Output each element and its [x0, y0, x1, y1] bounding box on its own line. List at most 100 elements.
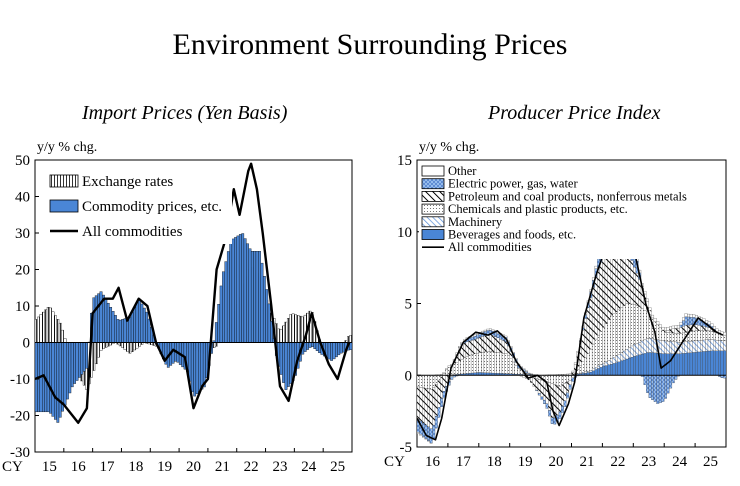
bar-machinery	[638, 342, 642, 355]
bar-other	[679, 322, 683, 326]
bar-machinery	[635, 343, 639, 356]
bar-chemicals-and-plastic-products-etc-	[612, 313, 616, 358]
bar-machinery	[710, 339, 714, 351]
bar-other	[447, 365, 451, 368]
bar-chemicals-and-plastic-products-etc-	[597, 334, 600, 367]
bar-exchange-rates	[291, 313, 295, 343]
bar-chemicals-and-plastic-products-etc-	[692, 330, 696, 342]
bar-machinery	[651, 338, 655, 353]
bar-other	[682, 317, 685, 321]
left-chart-title: Import Prices (Yen Basis)	[82, 102, 288, 124]
bar-commodity-prices-etc-	[279, 342, 283, 375]
bar-machinery	[692, 340, 696, 353]
bar-petroleum-and-coal-products-nonferrous-metals	[594, 277, 598, 340]
bar-exchange-rates	[39, 314, 43, 343]
bar-machinery	[718, 340, 721, 351]
bar-exchange-rates	[94, 342, 98, 365]
y-tick-label: 10	[397, 225, 412, 241]
bar-commodity-prices-etc-	[308, 342, 312, 348]
bar-electric-power-gas-water	[658, 375, 662, 403]
bar-exchange-rates	[282, 325, 285, 343]
bar-electric-power-gas-water	[543, 399, 546, 404]
bar-chemicals-and-plastic-products-etc-	[488, 351, 492, 374]
bar-other	[651, 314, 655, 319]
bar-electric-power-gas-water	[450, 376, 454, 380]
bar-electric-power-gas-water	[558, 411, 562, 419]
bar-beverages-and-foods-etc-	[617, 361, 621, 376]
bar-electric-power-gas-water	[427, 426, 430, 442]
bar-beverages-and-foods-etc-	[669, 353, 673, 376]
bar-petroleum-and-coal-products-nonferrous-metals	[535, 378, 539, 391]
bar-beverages-and-foods-etc-	[643, 353, 647, 376]
bar-electric-power-gas-water	[651, 375, 655, 400]
bar-chemicals-and-plastic-products-etc-	[458, 360, 461, 375]
bar-petroleum-and-coal-products-nonferrous-metals	[424, 388, 428, 426]
y-tick-label: 5	[405, 297, 413, 313]
bar-chemicals-and-plastic-products-etc-	[486, 351, 490, 373]
bar-exchange-rates	[118, 342, 122, 347]
y-axis-label: y/y % chg.	[419, 140, 479, 155]
bar-petroleum-and-coal-products-nonferrous-metals	[470, 340, 474, 355]
bar-electric-power-gas-water	[568, 384, 572, 390]
bar-chemicals-and-plastic-products-etc-	[427, 375, 430, 390]
bar-machinery	[607, 360, 611, 365]
bar-commodity-prices-etc-	[114, 315, 117, 343]
bar-commodity-prices-etc-	[46, 342, 50, 413]
bar-chemicals-and-plastic-products-etc-	[602, 327, 606, 364]
bar-exchange-rates	[130, 342, 134, 352]
bar-other	[648, 307, 652, 311]
bar-commodity-prices-etc-	[267, 303, 271, 343]
bar-machinery	[702, 339, 706, 352]
bar-exchange-rates	[58, 322, 62, 343]
bar-chemicals-and-plastic-products-etc-	[694, 330, 698, 341]
bar-beverages-and-foods-etc-	[612, 363, 616, 376]
bar-chemicals-and-plastic-products-etc-	[610, 315, 613, 359]
bar-commodity-prices-etc-	[49, 342, 52, 414]
bar-chemicals-and-plastic-products-etc-	[625, 303, 629, 350]
bar-machinery	[633, 344, 636, 357]
bar-petroleum-and-coal-products-nonferrous-metals	[437, 380, 441, 408]
bar-other	[723, 332, 726, 336]
bar-machinery	[697, 340, 701, 353]
line-all-commodities	[35, 162, 351, 424]
bar-machinery	[666, 341, 670, 354]
bar-chemicals-and-plastic-products-etc-	[545, 375, 549, 382]
x-axis-prefix: CY	[384, 454, 405, 470]
bar-machinery	[615, 355, 618, 363]
bar-commodity-prices-etc-	[75, 342, 79, 381]
bar-commodity-prices-etc-	[224, 261, 228, 343]
bar-chemicals-and-plastic-products-etc-	[586, 353, 590, 372]
bar-chemicals-and-plastic-products-etc-	[620, 307, 624, 353]
bar-chemicals-and-plastic-products-etc-	[723, 334, 726, 341]
bar-other	[481, 330, 485, 333]
bar-chemicals-and-plastic-products-etc-	[630, 303, 634, 347]
bar-commodity-prices-etc-	[342, 342, 345, 353]
bar-commodity-prices-etc-	[310, 342, 314, 347]
bar-exchange-rates	[284, 321, 288, 343]
bar-petroleum-and-coal-products-nonferrous-metals	[491, 335, 495, 353]
bar-beverages-and-foods-etc-	[633, 356, 636, 376]
bar-other	[684, 313, 688, 317]
bar-electric-power-gas-water	[656, 375, 660, 404]
bar-machinery	[694, 340, 698, 353]
bar-commodity-prices-etc-	[68, 342, 72, 394]
y-tick-label: -5	[400, 440, 413, 456]
x-tick-label: 22	[610, 454, 625, 470]
bar-machinery	[707, 339, 711, 352]
bar-chemicals-and-plastic-products-etc-	[553, 375, 557, 385]
bar-beverages-and-foods-etc-	[687, 352, 691, 376]
bar-exchange-rates	[92, 342, 96, 371]
bar-petroleum-and-coal-products-nonferrous-metals	[630, 260, 634, 305]
bar-machinery	[664, 340, 667, 354]
bar-machinery	[620, 352, 624, 362]
bar-other	[491, 329, 495, 332]
bar-beverages-and-foods-etc-	[674, 353, 678, 376]
bar-other	[713, 326, 716, 330]
bar-exchange-rates	[97, 342, 101, 358]
bar-beverages-and-foods-etc-	[700, 351, 703, 376]
bar-commodity-prices-etc-	[99, 291, 103, 343]
bar-machinery	[589, 370, 593, 373]
bar-petroleum-and-coal-products-nonferrous-metals	[694, 324, 698, 331]
bar-chemicals-and-plastic-products-etc-	[591, 343, 595, 369]
bar-commodity-prices-etc-	[51, 342, 55, 417]
